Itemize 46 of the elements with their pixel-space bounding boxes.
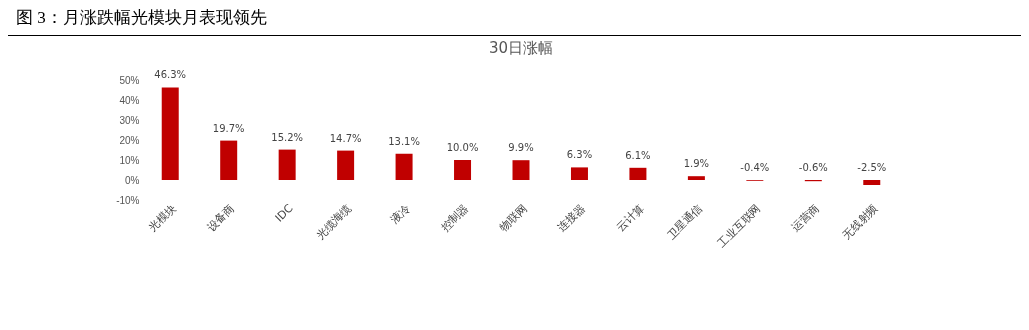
y-tick-label: 30% (119, 114, 140, 126)
bar (220, 140, 238, 180)
data-label: 15.2% (271, 131, 304, 143)
x-tick-label: 物联网 (496, 201, 530, 235)
x-tick-label: 光模块 (146, 201, 179, 235)
x-tick-label: 运营商 (789, 201, 822, 235)
x-tick-label: 液冷 (387, 201, 413, 227)
bar (161, 87, 179, 180)
bar (337, 150, 355, 180)
y-tick-label: 20% (119, 134, 140, 146)
x-tick-label: 光缆海缆 (313, 201, 355, 243)
x-tick-label: 工业互联网 (715, 201, 764, 250)
data-label: 9.9% (508, 142, 534, 154)
data-label: 10.0% (446, 142, 479, 153)
x-tick-label: 设备商 (204, 201, 238, 235)
x-tick-label: IDC (272, 201, 296, 225)
data-label: 13.1% (388, 135, 420, 147)
bar (278, 149, 296, 180)
data-label: -0.4% (740, 162, 770, 173)
x-tick-label: 卫星通信 (664, 201, 705, 243)
y-tick-label: -10% (116, 194, 140, 206)
bar (570, 167, 588, 180)
bar (863, 180, 881, 185)
y-tick-label: 10% (119, 154, 140, 166)
data-label: 6.1% (625, 149, 651, 161)
bar (629, 167, 647, 180)
y-tick-label: 0% (125, 174, 140, 186)
data-label: 1.9% (683, 158, 710, 170)
x-tick-label: 无线射频 (839, 201, 881, 243)
bar (512, 160, 530, 180)
bar (687, 176, 705, 180)
x-tick-label: 云计算 (613, 201, 647, 235)
y-tick-label: 40% (119, 94, 140, 106)
data-label: 14.7% (329, 132, 362, 144)
x-tick-label: 连接器 (555, 201, 588, 235)
chart-title: 图 3：月涨跌幅光模块月表现领先 (8, 0, 1021, 36)
data-label: -2.5% (857, 162, 887, 173)
chart-subtitle: 30日涨幅 (488, 39, 554, 58)
data-label: 6.3% (566, 149, 593, 161)
y-tick-label: 50% (119, 74, 140, 86)
bar (395, 153, 413, 180)
data-label: -0.6% (798, 162, 828, 173)
x-tick-label: 控制器 (438, 201, 472, 235)
bar (454, 160, 472, 180)
data-label: 46.3% (154, 69, 187, 81)
data-label: 19.7% (212, 122, 245, 134)
